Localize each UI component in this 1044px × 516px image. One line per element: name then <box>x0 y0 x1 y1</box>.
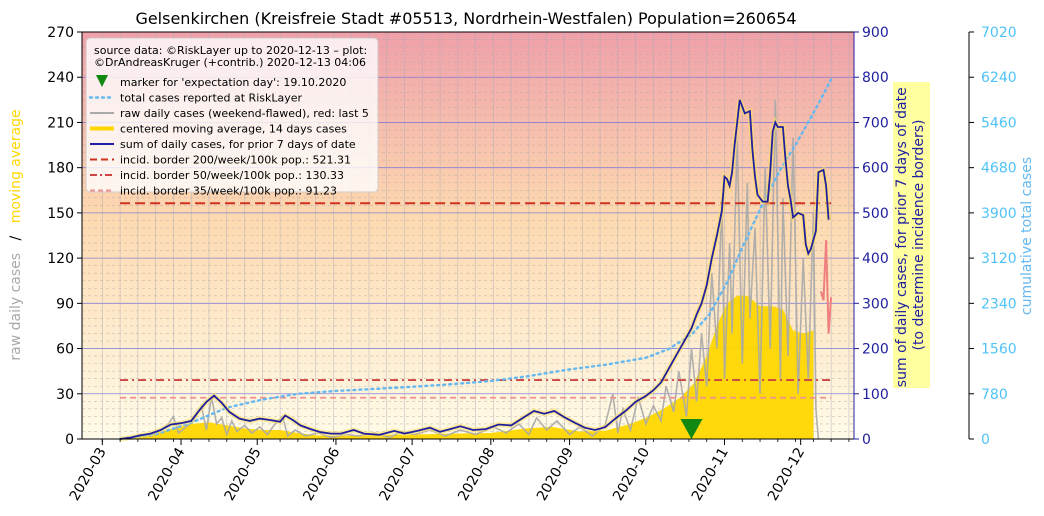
right1-tick-label: 400 <box>862 251 889 267</box>
right-axis-label-line1: sum of daily cases, for prior 7 days of … <box>894 87 910 387</box>
right2-tick-label: 3120 <box>981 251 1017 267</box>
right-axis-label-line2: (to determine incidence borders) <box>911 120 927 351</box>
x-tick-label: 2020-11 <box>689 445 732 504</box>
right1-tick-label: 900 <box>862 25 889 41</box>
legend-entry-label: incid. border 200/week/100k pop.: 521.31 <box>120 154 351 167</box>
right2-tick-label: 3900 <box>981 206 1017 222</box>
left-axis-label: raw daily cases / moving average <box>8 109 24 360</box>
right-axis-label-sum7: sum of daily cases, for prior 7 days of … <box>894 83 927 387</box>
right1-tick-label: 600 <box>862 161 889 177</box>
x-axis: 2020-03 2020-04 2020-05 2020-06 2020-07 2020-… <box>67 439 850 504</box>
left-tick-label: 210 <box>47 115 74 131</box>
left-tick-label: 150 <box>47 206 74 222</box>
right1-tick-label: 100 <box>862 387 889 403</box>
x-tick-label: 2020-03 <box>67 445 110 504</box>
left-tick-label: 90 <box>56 296 74 312</box>
right-y-axis-sum7: 0 100 200 300 400 500 600 700 800 900 <box>853 25 889 448</box>
right-axis-label-box <box>893 82 930 388</box>
legend-header-text: source data: ©RiskLayer up to 2020-12-13… <box>94 44 367 57</box>
total-cases-line <box>118 78 833 441</box>
left-axis-label-raw: raw daily cases <box>8 253 24 361</box>
left-tick-label: 270 <box>47 25 74 41</box>
x-tick-label: 2020-12 <box>765 445 808 504</box>
raw-daily-cases-line <box>119 99 820 440</box>
right2-tick-label: 0 <box>981 432 990 448</box>
raw-daily-cases <box>119 99 833 440</box>
right-y-axis-cumulative: 0 780 1560 2340 3120 3900 4680 5460 6240 7020 <box>968 25 1017 448</box>
legend-header-text: ©DrAndreasKruger (+contrib.) 2020-12-13 … <box>94 56 366 69</box>
raw-daily-cases-last5-line <box>820 239 833 334</box>
x-tick-label: 2020-05 <box>222 445 265 504</box>
left-axis-label-sep: / <box>8 235 24 240</box>
sum7-series <box>119 98 832 442</box>
left-tick-label: 240 <box>47 70 74 86</box>
right2-tick-label: 2340 <box>981 296 1017 312</box>
left-tick-label: 0 <box>65 432 74 448</box>
right2-tick-label: 6240 <box>981 70 1017 86</box>
incidence-borders <box>120 202 832 399</box>
legend-entry-label: total cases reported at RiskLayer <box>120 92 303 105</box>
right2-tick-label: 1560 <box>981 342 1017 358</box>
total-cases-series <box>118 78 833 441</box>
legend-box <box>85 37 379 193</box>
chart-title: Gelsenkirchen (Kreisfreie Stadt #05513, … <box>135 9 796 28</box>
right2-tick-label: 780 <box>981 387 1008 403</box>
left-tick-label: 60 <box>56 342 74 358</box>
legend-marker-symbol <box>96 75 108 87</box>
left-tick-label: 180 <box>47 161 74 177</box>
left-tick-label: 30 <box>56 387 74 403</box>
x-tick-label: 2020-10 <box>610 445 653 504</box>
x-tick-label: 2020-04 <box>145 445 188 504</box>
x-tick-label: 2020-09 <box>534 445 577 504</box>
right2-tick-label: 7020 <box>981 25 1017 41</box>
right1-tick-label: 0 <box>862 432 871 448</box>
right1-tick-label: 300 <box>862 296 889 312</box>
legend-entry-label: centered moving average, 14 days cases <box>120 123 347 136</box>
right2-tick-label: 4680 <box>981 161 1017 177</box>
expectation-marker-triangle <box>680 419 703 439</box>
right1-tick-label: 800 <box>862 70 889 86</box>
right1-tick-label: 700 <box>862 115 889 131</box>
left-axis-label-avg: moving average <box>8 109 24 223</box>
x-tick-label: 2020-08 <box>455 445 498 504</box>
right1-tick-label: 500 <box>862 206 889 222</box>
x-tick-label: 2020-06 <box>300 445 343 504</box>
legend-entry-label: incid. border 50/week/100k pop.: 130.33 <box>120 169 344 182</box>
right2-tick-label: 5460 <box>981 115 1017 131</box>
right1-tick-label: 200 <box>862 342 889 358</box>
legend: source data: ©RiskLayer up to 2020-12-13… <box>85 37 379 198</box>
legend-entry-label: raw daily cases (weekend-flawed), red: l… <box>120 107 369 120</box>
expectation-marker <box>680 419 703 439</box>
legend-entry-label: marker for 'expectation day': 19.10.2020 <box>120 76 346 89</box>
sum7-line <box>119 99 830 440</box>
left-tick-label: 120 <box>47 251 74 267</box>
x-tick-label: 2020-07 <box>376 445 419 504</box>
legend-entry-label: incid. border 35/week/100k pop.: 91.23 <box>120 185 337 198</box>
legend-entry-label: sum of daily cases, for prior 7 days of … <box>120 138 356 151</box>
right-axis-label-cumulative: cumulative total cases <box>1019 157 1035 315</box>
left-y-axis: 0 30 60 90 120 150 180 210 240 270 <box>47 25 82 448</box>
